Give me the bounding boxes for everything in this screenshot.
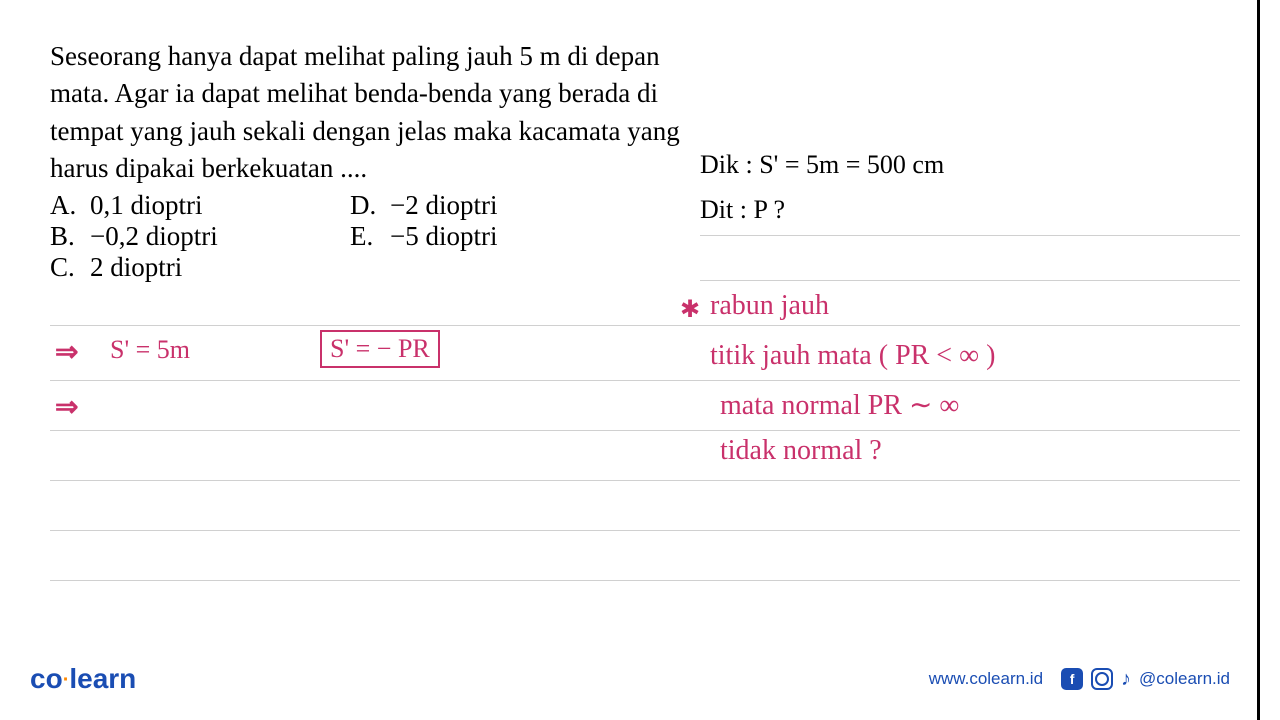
opt-b-label: B. — [50, 221, 90, 252]
tiktok-icon: ♪ — [1121, 668, 1131, 691]
footer: co·learn www.colearn.id f ♪ @colearn.id — [0, 663, 1260, 695]
opt-e-label: E. — [350, 221, 390, 252]
logo-co: co — [30, 663, 63, 694]
opt-b: −0,2 dioptri — [90, 221, 350, 252]
rule-line-4 — [50, 380, 1240, 381]
footer-handle: @colearn.id — [1139, 669, 1230, 689]
opt-e: −5 dioptri — [390, 221, 610, 252]
hw-rabun: rabun jauh — [710, 290, 829, 322]
logo-learn: learn — [69, 663, 136, 694]
hw-arrow-2: ⇒ — [55, 390, 78, 424]
opt-c-label: C. — [50, 252, 90, 283]
rule-line-7 — [50, 530, 1240, 531]
opt-a-label: A. — [50, 190, 90, 221]
rule-line-3 — [50, 325, 1240, 326]
hw-tidak: tidak normal ? — [720, 435, 882, 467]
rule-line-8 — [50, 580, 1240, 581]
facebook-icon: f — [1061, 668, 1083, 690]
opt-d: −2 dioptri — [390, 190, 610, 221]
opt-d-label: D. — [350, 190, 390, 221]
options-block: A. 0,1 dioptri D. −2 dioptri B. −0,2 dio… — [50, 190, 610, 283]
hw-star: ✱ — [680, 295, 700, 324]
rule-line-1 — [700, 235, 1240, 236]
social-icons: f ♪ @colearn.id — [1061, 668, 1230, 691]
hw-titik: titik jauh mata ( PR < ∞ ) — [710, 340, 995, 372]
rule-line-2 — [700, 280, 1240, 281]
hw-dik: Dik : S' = 5m = 500 cm — [700, 150, 944, 180]
instagram-icon — [1091, 668, 1113, 690]
hw-dit: Dit : P ? — [700, 195, 785, 225]
rule-line-5 — [50, 430, 1240, 431]
hw-arrow-1: ⇒ — [55, 335, 78, 369]
opt-c: 2 dioptri — [90, 252, 350, 283]
footer-right: www.colearn.id f ♪ @colearn.id — [929, 668, 1230, 691]
hw-left1: S' = 5m — [110, 335, 190, 365]
question-text: Seseorang hanya dapat melihat paling jau… — [50, 38, 690, 187]
hw-normal: mata normal PR ∼ ∞ — [720, 388, 959, 422]
brand-logo: co·learn — [30, 663, 136, 695]
footer-url: www.colearn.id — [929, 669, 1043, 689]
hw-formula-box: S' = − PR — [320, 330, 440, 368]
opt-a: 0,1 dioptri — [90, 190, 350, 221]
rule-line-6 — [50, 480, 1240, 481]
